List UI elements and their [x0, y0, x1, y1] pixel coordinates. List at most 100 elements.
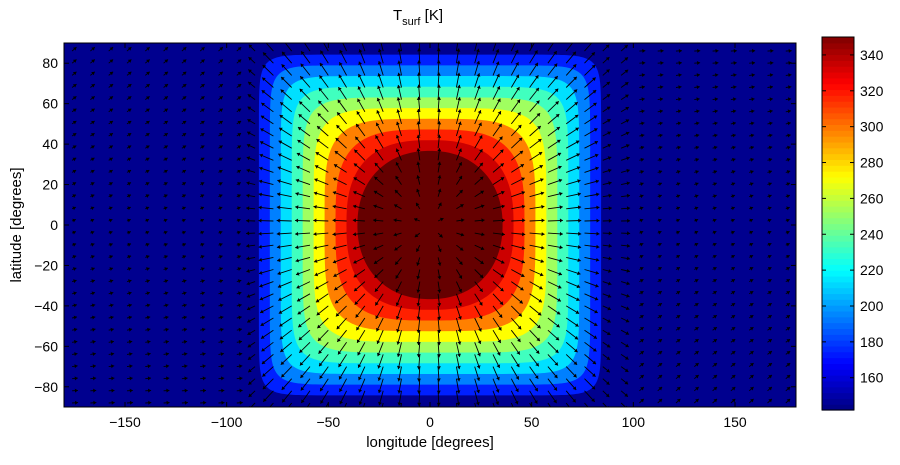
colorbar-segment — [822, 270, 854, 277]
colorbar — [822, 37, 854, 411]
wind-arrow — [675, 302, 681, 307]
wind-arrow — [90, 71, 96, 76]
wind-arrow — [712, 386, 718, 392]
colorbar-segment — [822, 188, 854, 195]
wind-arrow — [639, 398, 645, 404]
wind-arrow — [90, 108, 95, 113]
wind-arrow — [126, 400, 134, 405]
wind-arrow — [260, 317, 274, 327]
wind-arrow — [269, 402, 274, 407]
wind-arrow — [71, 267, 77, 271]
colorbar-segment — [822, 89, 854, 96]
colorbar-segment — [822, 130, 854, 137]
wind-arrow — [675, 374, 681, 380]
wind-arrow — [511, 269, 525, 278]
wind-arrow — [730, 85, 737, 90]
wind-arrow — [163, 400, 170, 405]
wind-arrow — [236, 291, 242, 296]
wind-arrow — [511, 256, 526, 264]
wind-arrow — [730, 398, 736, 404]
wind-arrow — [730, 218, 735, 223]
wind-arrow — [218, 157, 223, 162]
wind-arrow — [620, 131, 630, 137]
wind-arrow — [374, 281, 384, 292]
wind-arrow — [218, 169, 223, 174]
wind-arrow — [258, 269, 274, 275]
wind-arrow — [374, 148, 384, 161]
wind-arrow — [90, 242, 95, 247]
wind-arrow — [278, 153, 292, 161]
wind-arrow — [145, 242, 150, 247]
contour-level-340 — [357, 150, 503, 300]
colorbar-segment — [822, 340, 854, 347]
wind-arrow — [416, 134, 421, 149]
y-tick-label: 80 — [42, 55, 58, 71]
wind-arrow — [511, 293, 524, 304]
wind-arrow — [456, 269, 463, 279]
wind-arrow — [90, 46, 96, 52]
wind-arrow — [492, 402, 495, 407]
wind-arrow — [584, 341, 597, 352]
wind-arrow — [374, 293, 384, 306]
wind-arrow — [145, 83, 150, 88]
wind-arrow — [639, 85, 645, 90]
wind-arrow — [181, 279, 187, 284]
wind-arrow — [332, 204, 347, 210]
y-tick-label: −80 — [34, 379, 58, 395]
wind-arrow — [547, 75, 559, 88]
wind-arrow — [396, 84, 402, 100]
colorbar-segment — [822, 223, 854, 230]
wind-arrow — [314, 178, 329, 186]
wind-arrow — [181, 120, 187, 125]
wind-arrow — [712, 170, 718, 174]
colorbar-segment — [822, 375, 854, 382]
wind-arrow — [163, 206, 168, 211]
wind-arrow — [455, 317, 462, 333]
wind-arrow — [163, 327, 169, 332]
wind-arrow — [456, 189, 464, 198]
colorbar-segment — [822, 334, 854, 341]
wind-arrow — [748, 290, 754, 295]
wind-arrow — [529, 191, 545, 198]
wind-arrow — [393, 204, 402, 210]
wind-arrow — [620, 281, 630, 286]
wind-arrow — [126, 46, 132, 52]
colorbar-segment — [822, 176, 854, 184]
wind-arrow — [730, 48, 737, 53]
wind-arrow — [261, 354, 274, 365]
wind-arrow — [71, 279, 77, 284]
wind-arrow — [511, 204, 526, 210]
wind-arrow — [248, 390, 256, 398]
wind-arrow — [749, 242, 754, 247]
wind-arrow — [511, 218, 526, 223]
colorbar-segment — [822, 118, 854, 126]
colorbar-tick-label: 340 — [860, 47, 884, 63]
wind-arrow — [474, 190, 485, 198]
wind-arrow — [281, 378, 293, 391]
wind-arrow — [712, 121, 718, 126]
wind-arrow — [547, 231, 563, 236]
wind-arrow — [529, 390, 538, 404]
wind-arrow — [163, 388, 170, 393]
wind-arrow — [200, 194, 205, 198]
wind-arrow — [657, 242, 662, 247]
wind-arrow — [416, 269, 421, 280]
wind-arrow — [657, 279, 663, 283]
wind-arrow — [455, 305, 462, 320]
wind-arrow — [730, 326, 736, 331]
wind-arrow — [621, 243, 631, 248]
wind-arrow — [730, 121, 736, 126]
wind-arrow — [436, 366, 441, 382]
wind-arrow — [108, 59, 114, 64]
wind-arrow — [529, 354, 540, 367]
wind-arrow — [730, 350, 736, 355]
wind-arrow — [276, 205, 292, 210]
wind-arrow — [510, 43, 516, 52]
wind-arrow — [510, 366, 520, 380]
x-tick-label: 50 — [524, 414, 540, 430]
wind-arrow — [492, 366, 500, 381]
wind-arrow — [126, 108, 132, 113]
wind-arrow — [639, 279, 644, 283]
wind-arrow — [126, 157, 132, 162]
wind-arrow — [694, 218, 699, 223]
